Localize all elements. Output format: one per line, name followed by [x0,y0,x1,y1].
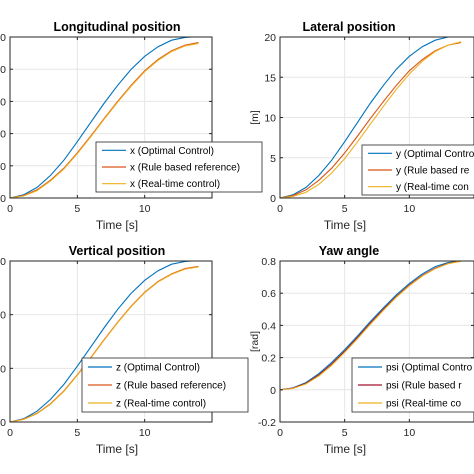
y-tick-label: 0 [0,417,6,429]
legend: y (Optimal Contro y (Rule based re y (Real… [361,144,474,196]
series-line-1 [279,36,455,199]
y-tick-label: 0 [0,129,6,141]
y-tick-label: 0 [270,193,276,205]
y-tick-label: -0.2 [258,417,276,429]
legend: psi (Optimal Contro psi (Rule based r psi … [351,357,474,413]
y-tick-label: 0.8 [261,256,276,268]
x-tick-label: 5 [342,203,348,215]
legend-entry: y (Optimal Contro [396,149,474,160]
axes-box [9,260,213,423]
chart-title: Yaw angle [319,244,379,258]
x-tick-label: 10 [139,427,151,439]
series-line-3 [279,260,462,391]
x-axis-label: Time [s] [324,218,366,232]
series-line-3 [9,42,199,199]
x-tick-label: 5 [74,427,80,439]
x-tick-label: 0 [7,203,13,215]
x-tick-label: 0 [7,427,13,439]
chart-title: Longitudinal position [53,20,180,34]
y-tick-label: 0.6 [261,288,276,300]
x-tick-label: 0 [277,203,283,215]
series-line-1 [9,36,192,199]
x-tick-label: 0 [277,427,283,439]
y-tick-label: 0 [0,161,6,173]
y-tick-label: 10 [264,113,276,125]
legend: z (Optimal Control) z (Rule based referen… [81,357,249,413]
y-tick-label: 0 [0,32,6,44]
x-tick-label: 10 [403,427,415,439]
chart-panel-2: 0 5 10 0 5 10 15 20 Lateral position Time [s] [m] y… [249,20,474,232]
series-line-2 [279,42,462,199]
y-tick-label: 0.4 [261,320,276,332]
legend-entry: psi (Rule based r [386,381,462,392]
x-axis-label: Time [s] [96,442,138,456]
y-tick-label: 0 [0,64,6,76]
y-tick-label: 15 [264,72,276,84]
legend-entry: psi (Real-time co [386,399,461,410]
axes-box [279,260,474,423]
y-axis-label: [m] [249,110,261,125]
series-line-3 [9,266,199,423]
legend-entry: y (Rule based re [396,166,470,177]
y-tick-label: 0.2 [261,353,276,365]
chart-title: Lateral position [302,20,395,34]
x-axis-label: Time [s] [96,218,138,232]
legend-entry: x (Rule based reference) [130,163,240,174]
chart-title: Vertical position [69,244,166,258]
y-axis-label: [rad] [249,331,261,352]
legend: x (Optimal Control) x (Rule based referen… [95,141,263,193]
y-tick-label: 0 [270,385,276,397]
y-tick-label: 0 [0,310,6,322]
y-tick-label: 0 [0,193,6,205]
x-tick-label: 5 [342,427,348,439]
axes-box [9,36,213,199]
legend-entry: z (Real-time control) [116,399,206,410]
series-line-3 [279,41,462,199]
legend-entry: x (Real-time control) [130,179,220,190]
y-tick-label: 0 [0,363,6,375]
series-line-1 [9,260,192,423]
legend-entry: psi (Optimal Contro [386,363,473,374]
legend-entry: x (Optimal Control) [130,146,214,157]
legend-entry: z (Optimal Control) [116,363,200,374]
series-line-1 [279,260,462,391]
y-tick-label: 20 [264,32,276,44]
y-tick-label: 5 [270,153,276,165]
x-tick-label: 10 [139,203,151,215]
x-axis-label: Time [s] [324,442,366,456]
x-tick-label: 10 [403,203,415,215]
x-tick-label: 5 [74,203,80,215]
legend-entry: y (Real-time con [396,182,469,193]
y-tick-label: 0 [0,256,6,268]
y-tick-label: 0 [0,96,6,108]
legend-entry: z (Rule based reference) [116,381,226,392]
